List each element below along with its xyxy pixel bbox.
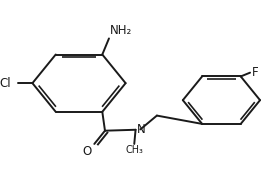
Text: N: N <box>137 123 145 136</box>
Text: NH₂: NH₂ <box>110 24 132 37</box>
Text: CH₃: CH₃ <box>126 146 144 155</box>
Text: F: F <box>251 66 258 79</box>
Text: O: O <box>82 146 91 158</box>
Text: Cl: Cl <box>0 77 11 90</box>
